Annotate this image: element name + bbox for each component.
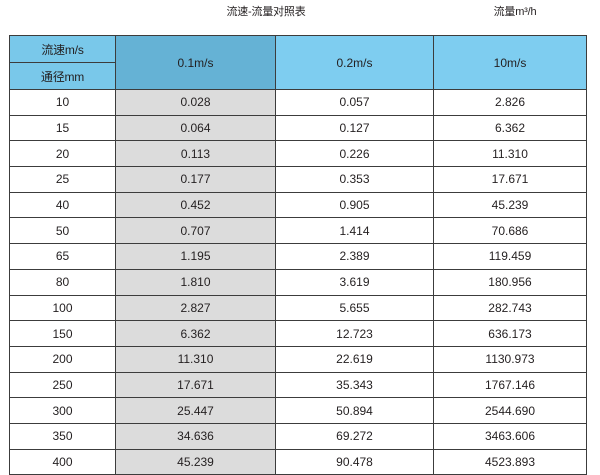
cell-flow-10: 1130.973 — [433, 345, 587, 373]
cell-flow-0.1: 17.671 — [115, 371, 276, 399]
table-row: 40 0.452 0.905 45.239 — [9, 191, 587, 219]
cell-diameter: 80 — [9, 268, 116, 296]
cell-diameter: 50 — [9, 217, 116, 245]
table-row: 80 1.810 3.619 180.956 — [9, 268, 587, 296]
cell-flow-0.1: 45.239 — [115, 448, 276, 475]
cell-flow-0.2: 1.414 — [275, 217, 434, 245]
cell-flow-10: 2544.690 — [433, 397, 587, 424]
cell-flow-0.1: 0.064 — [115, 114, 276, 142]
cell-flow-0.1: 11.310 — [115, 345, 276, 373]
cell-flow-0.2: 5.655 — [275, 294, 434, 322]
cell-flow-0.2: 0.353 — [275, 166, 434, 193]
cell-diameter: 15 — [9, 114, 116, 142]
cell-flow-0.1: 0.113 — [115, 140, 276, 168]
cell-flow-0.1: 2.827 — [115, 294, 276, 322]
cell-flow-0.1: 0.452 — [115, 191, 276, 219]
cell-flow-0.2: 0.127 — [275, 114, 434, 142]
cell-diameter: 350 — [9, 422, 116, 450]
cell-flow-0.1: 25.447 — [115, 397, 276, 424]
cell-flow-0.2: 69.272 — [275, 422, 434, 450]
corner-header-velocity: 流速m/s — [9, 35, 116, 63]
chart-title: 流速-流量对照表 — [226, 6, 306, 18]
cell-flow-10: 1767.146 — [433, 371, 587, 399]
column-header-2: 10m/s — [433, 35, 587, 90]
table-body: 流速m/s 0.1m/s 0.2m/s 10m/s 通径mm 10 0.028 … — [9, 35, 587, 475]
cell-flow-0.1: 0.707 — [115, 217, 276, 245]
header-row-bottom: 通径mm — [9, 62, 587, 90]
cell-diameter: 250 — [9, 371, 116, 399]
cell-diameter: 65 — [9, 243, 116, 270]
table-row: 250 17.671 35.343 1767.146 — [9, 371, 587, 399]
cell-flow-0.1: 1.195 — [115, 243, 276, 270]
cell-flow-0.2: 22.619 — [275, 345, 434, 373]
cell-flow-10: 3463.606 — [433, 422, 587, 450]
table-row: 50 0.707 1.414 70.686 — [9, 217, 587, 245]
cell-flow-0.2: 0.057 — [275, 89, 434, 116]
table-row: 300 25.447 50.894 2544.690 — [9, 397, 587, 424]
cell-flow-0.2: 2.389 — [275, 243, 434, 270]
table-row: 100 2.827 5.655 282.743 — [9, 294, 587, 322]
cell-flow-10: 70.686 — [433, 217, 587, 245]
cell-flow-10: 11.310 — [433, 140, 587, 168]
cell-flow-0.1: 0.028 — [115, 89, 276, 116]
cell-flow-0.1: 6.362 — [115, 320, 276, 347]
cell-diameter: 150 — [9, 320, 116, 347]
flow-velocity-table-container: 流速m/s 0.1m/s 0.2m/s 10m/s 通径mm 10 0.028 … — [9, 35, 587, 475]
cell-flow-0.2: 3.619 — [275, 268, 434, 296]
flow-velocity-table: 流速m/s 0.1m/s 0.2m/s 10m/s 通径mm 10 0.028 … — [9, 35, 587, 475]
cell-flow-0.2: 0.905 — [275, 191, 434, 219]
cell-diameter: 25 — [9, 166, 116, 193]
cell-flow-10: 636.173 — [433, 320, 587, 347]
cell-flow-0.1: 34.636 — [115, 422, 276, 450]
cell-diameter: 300 — [9, 397, 116, 424]
cell-flow-0.2: 50.894 — [275, 397, 434, 424]
cell-diameter: 20 — [9, 140, 116, 168]
cell-flow-10: 4523.893 — [433, 448, 587, 475]
table-row: 20 0.113 0.226 11.310 — [9, 140, 587, 168]
cell-flow-0.1: 1.810 — [115, 268, 276, 296]
cell-flow-0.2: 90.478 — [275, 448, 434, 475]
table-row: 150 6.362 12.723 636.173 — [9, 320, 587, 347]
table-row: 400 45.239 90.478 4523.893 — [9, 448, 587, 475]
cell-flow-0.2: 0.226 — [275, 140, 434, 168]
table-row: 15 0.064 0.127 6.362 — [9, 114, 587, 142]
title-bar: 流速-流量对照表 流量m³/h — [0, 0, 600, 30]
unit-title: 流量m³/h — [493, 6, 537, 18]
cell-flow-10: 17.671 — [433, 166, 587, 193]
cell-flow-10: 6.362 — [433, 114, 587, 142]
cell-flow-10: 45.239 — [433, 191, 587, 219]
cell-flow-0.2: 35.343 — [275, 371, 434, 399]
table-row: 10 0.028 0.057 2.826 — [9, 89, 587, 116]
cell-flow-10: 119.459 — [433, 243, 587, 270]
table-row: 65 1.195 2.389 119.459 — [9, 243, 587, 270]
cell-flow-0.2: 12.723 — [275, 320, 434, 347]
table-row: 350 34.636 69.272 3463.606 — [9, 422, 587, 450]
table-row: 25 0.177 0.353 17.671 — [9, 166, 587, 193]
cell-diameter: 40 — [9, 191, 116, 219]
corner-header-diameter: 通径mm — [9, 62, 116, 90]
table-row: 200 11.310 22.619 1130.973 — [9, 345, 587, 373]
column-header-0: 0.1m/s — [115, 35, 276, 90]
cell-flow-10: 2.826 — [433, 89, 587, 116]
cell-diameter: 400 — [9, 448, 116, 475]
column-header-1: 0.2m/s — [275, 35, 434, 90]
cell-diameter: 200 — [9, 345, 116, 373]
cell-flow-0.1: 0.177 — [115, 166, 276, 193]
cell-flow-10: 180.956 — [433, 268, 587, 296]
cell-diameter: 10 — [9, 89, 116, 116]
cell-flow-10: 282.743 — [433, 294, 587, 322]
cell-diameter: 100 — [9, 294, 116, 322]
header-row-top: 流速m/s 0.1m/s 0.2m/s 10m/s — [9, 35, 587, 90]
